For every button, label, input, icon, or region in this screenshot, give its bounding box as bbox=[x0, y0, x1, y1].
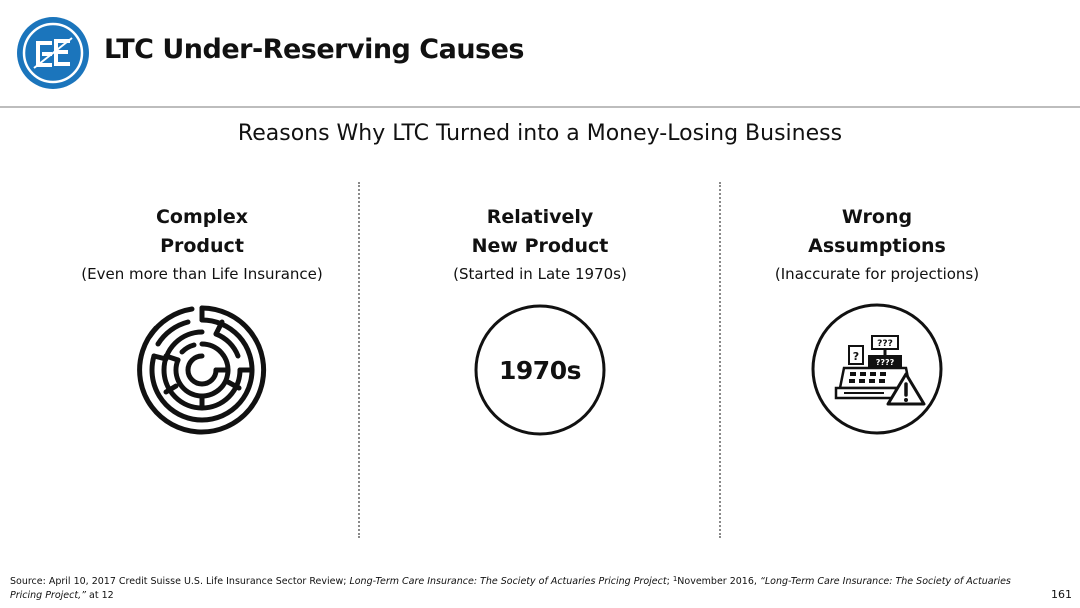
ge-logo-icon bbox=[17, 17, 89, 89]
source-mid: ; bbox=[666, 576, 673, 587]
page-number: 161 bbox=[1051, 588, 1072, 601]
receipt-text: ? bbox=[853, 350, 859, 363]
source-title-1: Long-Term Care Insurance: The Society of… bbox=[349, 576, 667, 587]
screen-text: ???? bbox=[876, 358, 895, 367]
source-date: November 2016, bbox=[677, 576, 760, 587]
cause-column-complex: Complex Product (Even more than Life Ins… bbox=[42, 203, 362, 283]
source-suffix: at 12 bbox=[86, 590, 114, 601]
cause-heading: Relatively New Product bbox=[380, 203, 700, 261]
page-title: LTC Under-Reserving Causes bbox=[104, 34, 525, 65]
cause-heading-line2: Product bbox=[160, 235, 244, 257]
column-divider-left bbox=[358, 182, 360, 538]
display-text: ??? bbox=[877, 339, 893, 349]
cause-column-assumptions: Wrong Assumptions (Inaccurate for projec… bbox=[717, 203, 1037, 283]
source-title-2: “Long-Term Care Insurance: The Society o… bbox=[10, 576, 1011, 601]
cause-heading-line1: Relatively bbox=[486, 206, 594, 228]
header-divider bbox=[0, 106, 1080, 108]
cause-heading-line2: New Product bbox=[471, 235, 609, 257]
year-badge-icon: 1970s bbox=[474, 304, 606, 436]
cause-heading: Wrong Assumptions bbox=[717, 203, 1037, 261]
cause-note: (Even more than Life Insurance) bbox=[81, 265, 323, 283]
cause-note: (Started in Late 1970s) bbox=[453, 265, 627, 283]
cause-heading-line2: Assumptions bbox=[808, 235, 946, 257]
year-badge-text: 1970s bbox=[499, 356, 581, 385]
source-footnote: Source: April 10, 2017 Credit Suisse U.S… bbox=[10, 575, 1030, 603]
cause-heading: Complex Product bbox=[42, 203, 362, 261]
cause-heading-line1: Wrong bbox=[841, 206, 913, 228]
calculator-warning-icon: ??? ? ???? bbox=[811, 303, 943, 435]
column-divider-right bbox=[719, 182, 721, 538]
maze-icon bbox=[137, 305, 267, 435]
cause-heading-line1: Complex bbox=[155, 206, 249, 228]
source-superscript: 1 bbox=[672, 575, 678, 583]
slide-subtitle: Reasons Why LTC Turned into a Money-Losi… bbox=[237, 121, 843, 146]
cause-column-new: Relatively New Product (Started in Late … bbox=[380, 203, 700, 283]
cause-note: (Inaccurate for projections) bbox=[774, 265, 980, 283]
source-prefix: Source: April 10, 2017 Credit Suisse U.S… bbox=[10, 576, 350, 587]
